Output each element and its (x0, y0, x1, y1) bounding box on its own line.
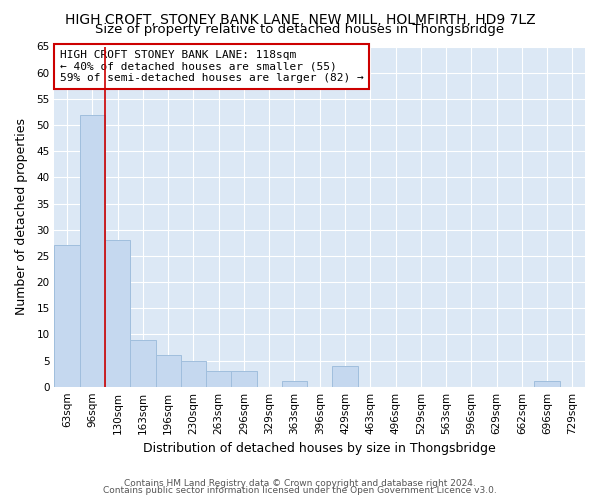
Text: Size of property relative to detached houses in Thongsbridge: Size of property relative to detached ho… (95, 22, 505, 36)
Bar (80, 114, 105, 386)
Bar (282, 382, 307, 386)
Text: HIGH CROFT STONEY BANK LANE: 118sqm
← 40% of detached houses are smaller (55)
59: HIGH CROFT STONEY BANK LANE: 118sqm ← 40… (60, 50, 364, 83)
Y-axis label: Number of detached properties: Number of detached properties (15, 118, 28, 315)
Bar (181, 360, 206, 386)
Bar (535, 382, 560, 386)
Bar (105, 240, 130, 386)
Bar (231, 371, 257, 386)
Bar (332, 366, 358, 386)
Bar (206, 371, 231, 386)
Text: Contains HM Land Registry data © Crown copyright and database right 2024.: Contains HM Land Registry data © Crown c… (124, 478, 476, 488)
Bar (55, 246, 80, 386)
Bar (155, 356, 181, 386)
Bar (130, 340, 155, 386)
Text: HIGH CROFT, STONEY BANK LANE, NEW MILL, HOLMFIRTH, HD9 7LZ: HIGH CROFT, STONEY BANK LANE, NEW MILL, … (65, 12, 535, 26)
X-axis label: Distribution of detached houses by size in Thongsbridge: Distribution of detached houses by size … (143, 442, 496, 455)
Text: Contains public sector information licensed under the Open Government Licence v3: Contains public sector information licen… (103, 486, 497, 495)
